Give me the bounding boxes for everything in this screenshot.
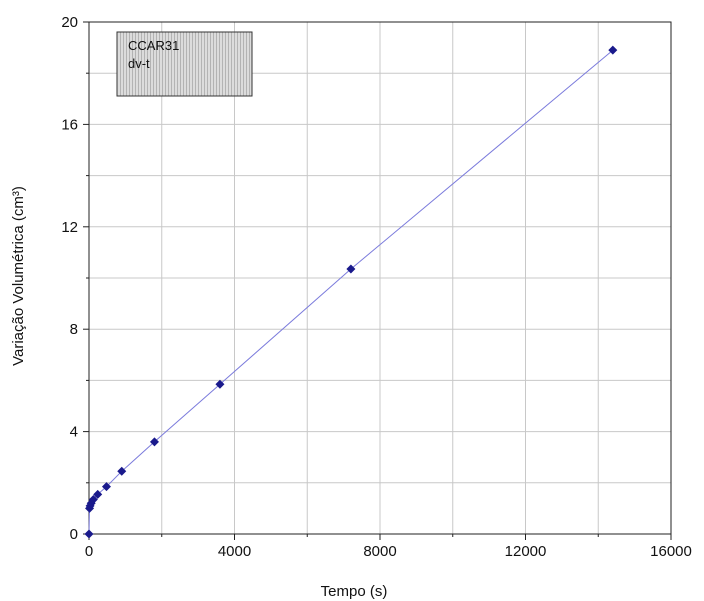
x-tick-label: 12000: [505, 543, 547, 560]
legend-line-2: dv-t: [128, 56, 150, 71]
legend-box: CCAR31 dv-t: [116, 31, 253, 97]
y-tick-label: 4: [70, 424, 78, 441]
x-axis-label: Tempo (s): [321, 583, 388, 600]
data-point: [149, 437, 159, 447]
legend-line-1: CCAR31: [128, 38, 179, 53]
data-point: [93, 489, 103, 499]
y-tick-label: 12: [61, 219, 78, 236]
data-point: [608, 45, 618, 55]
x-tick-label: 8000: [363, 543, 396, 560]
series-layer: [84, 45, 618, 539]
data-point: [117, 466, 127, 476]
data-point: [88, 494, 98, 504]
x-tick-label: 16000: [650, 543, 692, 560]
data-point: [215, 379, 225, 389]
x-tick-label: 0: [85, 543, 93, 560]
data-point: [101, 482, 111, 492]
plot-frame: [88, 21, 672, 535]
grid: [83, 21, 672, 540]
y-tick-label: 16: [61, 116, 78, 133]
y-axis-label: Variação Volumétrica (cm³): [10, 186, 27, 366]
data-point: [84, 529, 94, 539]
y-tick-label: 20: [61, 14, 78, 31]
y-tick-label: 0: [70, 526, 78, 543]
data-point: [346, 264, 356, 274]
legend-background: [116, 31, 253, 97]
y-tick-labels: 0 4 8 12 16 20: [61, 14, 78, 543]
x-tick-label: 4000: [218, 543, 251, 560]
series-line: [88, 49, 614, 535]
y-tick-label: 8: [70, 321, 78, 338]
x-tick-labels: 0 4000 8000 12000 16000: [85, 543, 692, 560]
